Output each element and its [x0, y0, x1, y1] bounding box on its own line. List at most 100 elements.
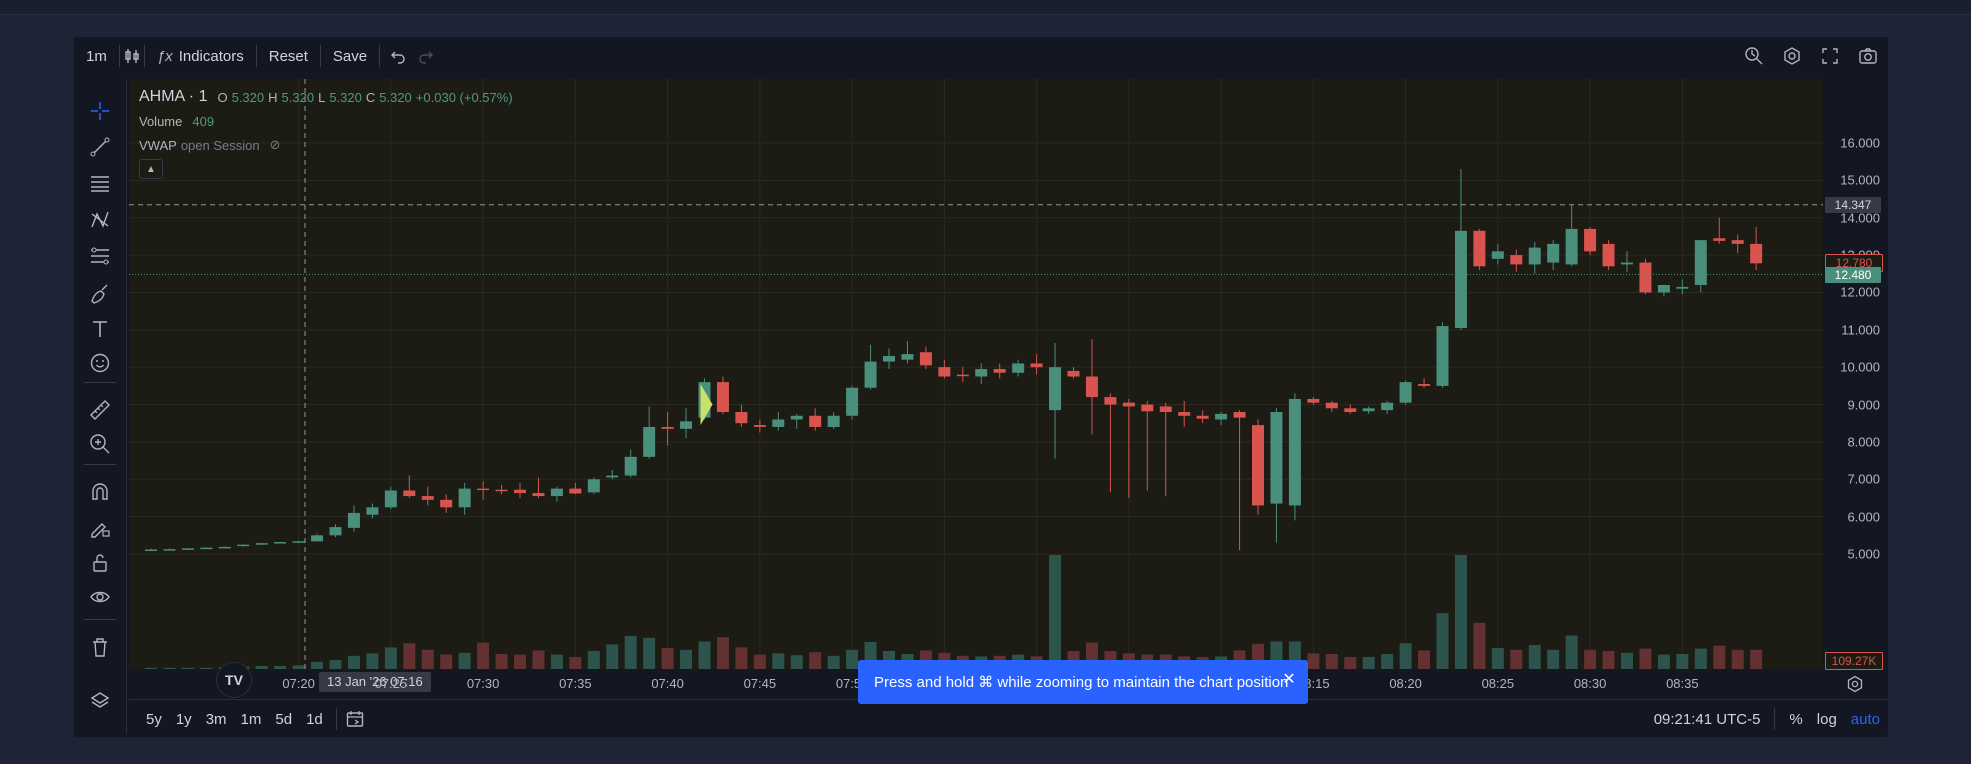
candle-body	[440, 499, 453, 508]
candle-body	[1528, 247, 1541, 265]
volume-bar	[477, 642, 490, 669]
hidden-eye-off-icon[interactable]: ⊘	[269, 137, 281, 152]
tradingview-logo[interactable]: TV	[216, 662, 252, 698]
zoom-hint-toast: Press and hold ⌘ while zooming to mainta…	[858, 660, 1308, 704]
last-price-tag: 12.480	[1825, 266, 1881, 283]
volume-bar	[1325, 654, 1338, 669]
close-icon[interactable]: ✕	[1282, 671, 1296, 688]
emoji-icon[interactable]	[86, 349, 114, 377]
candle-body	[1178, 412, 1191, 416]
crosshair-icon[interactable]	[86, 97, 114, 125]
ohlc-legend-row[interactable]: AHMA · 1 O 5.320 H 5.320 L 5.320 C 5.320 +0.…	[139, 85, 513, 109]
draw-lock-pencil-icon[interactable]	[86, 514, 114, 542]
volume-bar	[1528, 645, 1541, 669]
trend-line-icon[interactable]	[86, 133, 114, 161]
camera-screenshot-icon[interactable]	[1854, 43, 1882, 69]
browser-top-strip	[0, 0, 1971, 15]
toolbar-divider	[255, 45, 257, 67]
toolbar-divider	[319, 45, 321, 67]
magnet-icon[interactable]	[86, 478, 114, 506]
candlestick-chart[interactable]	[129, 79, 1823, 669]
volume-bar	[569, 657, 582, 669]
volume-bar	[163, 667, 176, 669]
candle-body	[1565, 228, 1578, 265]
vwap-session-label: open Session	[180, 137, 260, 153]
price-axis-label: 11.000	[1841, 322, 1880, 338]
candle-body	[1694, 240, 1707, 285]
candle-body	[1233, 412, 1246, 418]
text-tool-icon[interactable]	[86, 315, 114, 343]
chart-pane[interactable]: AHMA · 1 O 5.320 H 5.320 L 5.320 C 5.320 +0.…	[129, 79, 1823, 669]
volume-bar	[514, 654, 526, 669]
volume-bar	[1584, 649, 1597, 669]
range-3m-button[interactable]: 3m	[205, 710, 227, 728]
volume-bar	[495, 654, 508, 669]
log-scale-toggle[interactable]: log	[1816, 710, 1837, 728]
volume-bar	[606, 644, 619, 669]
candle-body	[864, 361, 877, 388]
percent-scale-toggle[interactable]: %	[1789, 710, 1803, 728]
low-value: 5.320	[329, 89, 362, 105]
range-1d-button[interactable]: 1d	[306, 710, 323, 728]
ruler-measure-icon[interactable]	[86, 396, 114, 424]
range-5d-button[interactable]: 5d	[275, 710, 293, 728]
range-5y-button[interactable]: 5y	[146, 710, 162, 728]
volume-legend-row[interactable]: Volume 409	[139, 109, 513, 133]
candle-body	[1067, 370, 1080, 377]
axis-settings-gear-icon[interactable]	[1844, 673, 1866, 695]
volume-bar	[255, 666, 268, 669]
candles-chart-type-icon[interactable]	[120, 43, 144, 69]
candle-body	[1547, 243, 1560, 263]
candle-body	[1085, 376, 1098, 398]
fib-retracement-icon[interactable]	[86, 242, 114, 270]
vwap-legend-row[interactable]: VWAP open Session ⊘	[139, 133, 513, 157]
candle-body	[1731, 240, 1744, 244]
clock-timezone-label[interactable]: 09:21:41 UTC-5	[1653, 710, 1761, 728]
lock-icon[interactable]	[86, 549, 114, 577]
indicators-button[interactable]: ƒx Indicators	[145, 43, 256, 69]
candle-body	[181, 548, 194, 550]
zoom-in-icon[interactable]	[86, 430, 114, 458]
save-button[interactable]: Save	[332, 47, 368, 65]
open-label: O	[217, 89, 228, 105]
interval-button[interactable]: 1m	[86, 47, 107, 65]
candle-body	[809, 415, 822, 427]
symbol-title[interactable]: AHMA · 1	[139, 88, 208, 105]
toolbar-divider	[143, 45, 145, 67]
brush-icon[interactable]	[86, 279, 114, 307]
layers-icon[interactable]	[86, 687, 114, 715]
range-1y-button[interactable]: 1y	[175, 710, 192, 728]
candle-body	[145, 549, 157, 552]
candle-body	[532, 493, 545, 497]
fullscreen-icon[interactable]	[1816, 43, 1844, 69]
volume-bar	[384, 647, 397, 669]
pattern-tool-icon[interactable]	[86, 206, 114, 234]
undo-icon[interactable]	[386, 43, 410, 69]
collapse-legend-chevron-up-icon[interactable]: ▲	[139, 159, 163, 179]
volume-bar	[550, 654, 563, 669]
trash-delete-icon[interactable]	[86, 633, 114, 661]
candle-body	[1012, 363, 1025, 373]
horizontal-lines-icon[interactable]	[86, 169, 114, 197]
volume-bar	[1049, 555, 1062, 669]
time-axis-label: 08:20	[1389, 676, 1422, 691]
volume-bar	[292, 665, 305, 669]
quick-search-icon[interactable]	[1740, 43, 1768, 69]
volume-bar	[1639, 648, 1652, 669]
high-value: 5.320	[281, 89, 315, 105]
range-1m-button[interactable]: 1m	[240, 710, 262, 728]
calendar-goto-date-icon[interactable]	[343, 706, 367, 732]
settings-gear-icon[interactable]	[1778, 43, 1806, 69]
change-value: +0.030 (+0.57%)	[415, 89, 513, 105]
chart-legend: AHMA · 1 O 5.320 H 5.320 L 5.320 C 5.320 +0.…	[139, 85, 513, 181]
drawing-toolbar	[74, 79, 127, 734]
eye-visibility-icon[interactable]	[86, 583, 114, 611]
price-axis[interactable]: 16.00015.00014.00013.00012.00011.00010.0…	[1823, 79, 1888, 670]
candle-body	[477, 488, 490, 491]
price-axis-label: 15.000	[1840, 172, 1880, 188]
auto-scale-toggle[interactable]: auto	[1850, 710, 1880, 728]
reset-button[interactable]: Reset	[268, 47, 308, 65]
volume-bar	[1731, 649, 1744, 669]
redo-icon[interactable]	[414, 43, 438, 69]
candle-body	[1362, 408, 1375, 412]
